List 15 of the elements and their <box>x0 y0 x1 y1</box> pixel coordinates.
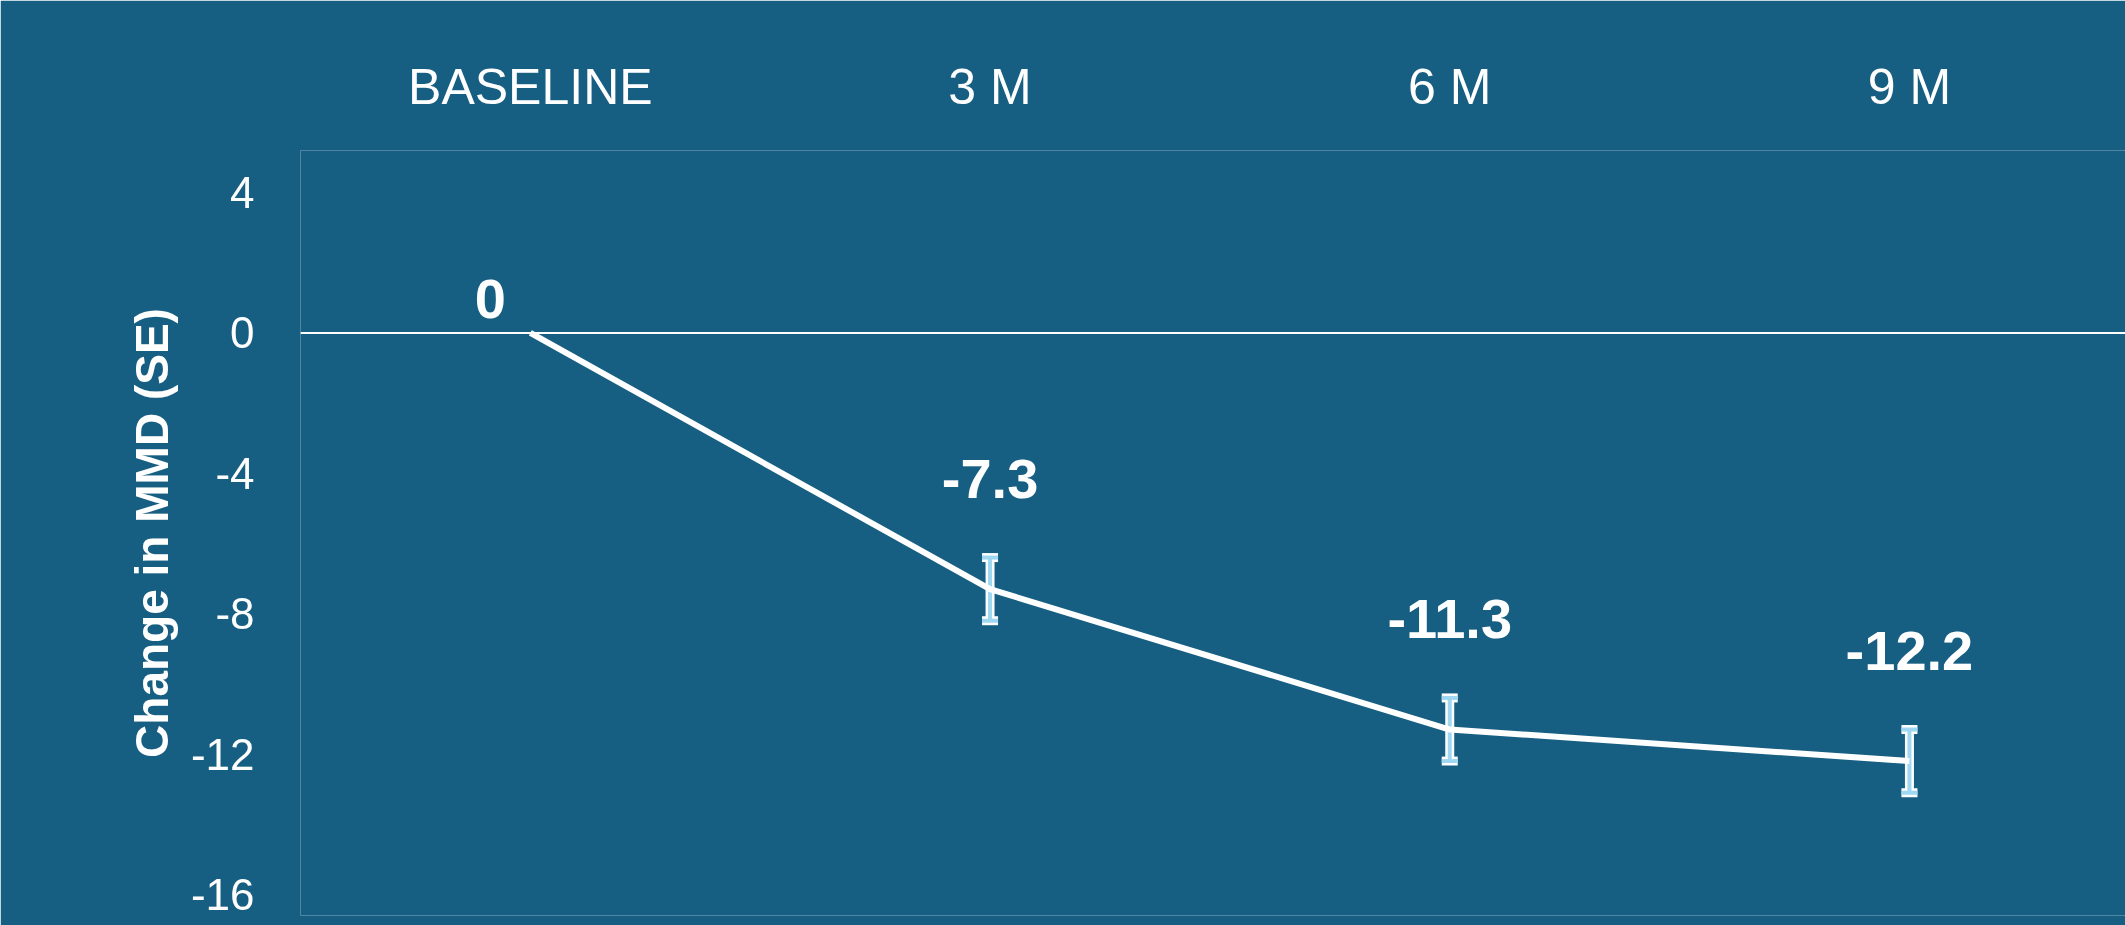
x-tick-label: 9 M <box>1867 58 1952 115</box>
x-tick-label: BASELINE <box>408 58 653 115</box>
y-tick-label: -4 <box>215 448 255 498</box>
y-tick-label: -12 <box>190 729 255 779</box>
data-label: -11.3 <box>1387 586 1513 650</box>
y-tick-label: -8 <box>215 589 255 639</box>
data-label: -7.3 <box>941 446 1039 510</box>
y-axis-title: Change in MMD (SE) <box>125 308 178 758</box>
data-label: 0 <box>474 266 506 330</box>
y-tick-label: 0 <box>230 308 255 358</box>
data-label: -12.2 <box>1845 618 1974 682</box>
x-tick-label: 6 M <box>1408 58 1492 115</box>
y-tick-label: -16 <box>190 869 255 919</box>
x-tick-label: 3 M <box>948 58 1032 115</box>
y-tick-label: 4 <box>230 168 255 218</box>
